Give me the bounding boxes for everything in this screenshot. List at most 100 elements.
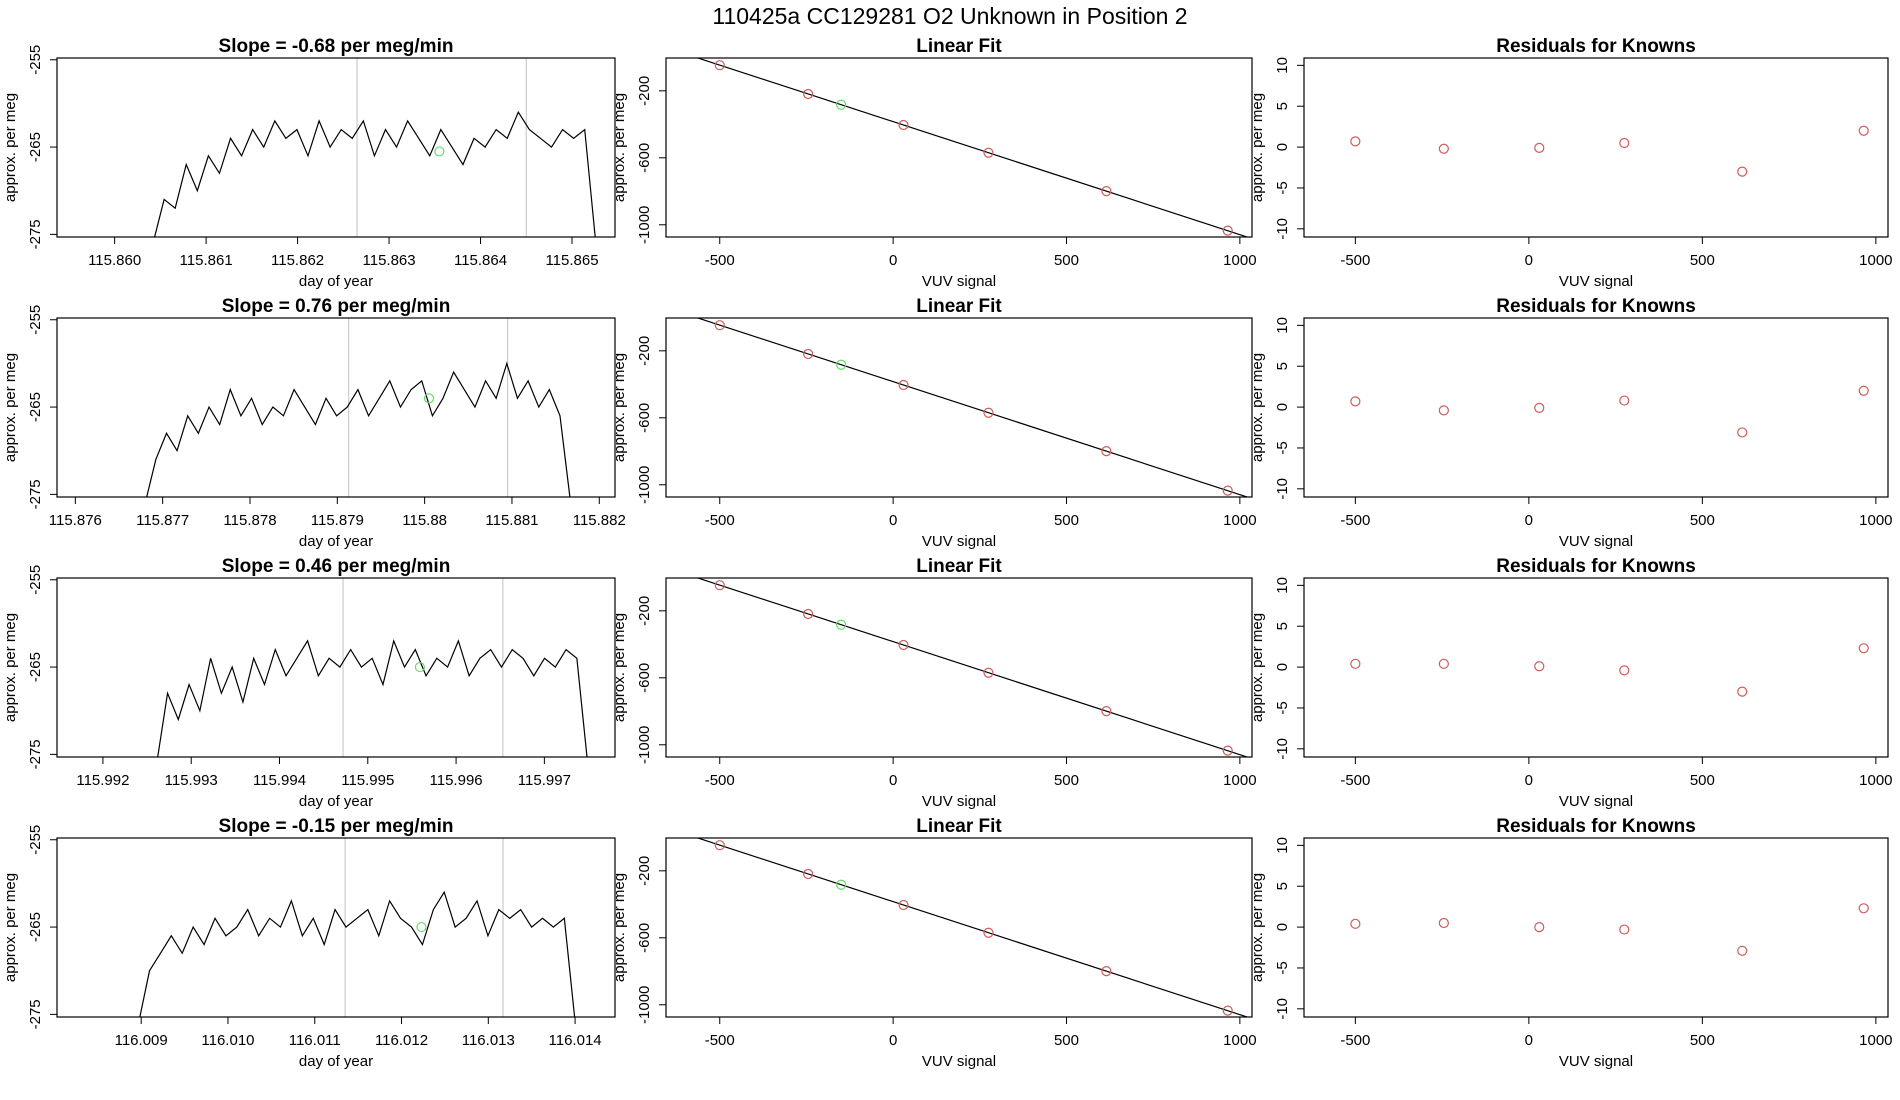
x-tick-label: -500 [1340,252,1370,269]
y-tick-label: -275 [27,739,44,769]
panel-title: Residuals for Knowns [1496,816,1696,837]
data-point [1858,643,1869,654]
y-tick-label: -5 [1274,181,1291,194]
y-axis-label: approx. per meg [1249,353,1266,462]
x-tick-label: 0 [889,512,897,529]
data-point [898,899,909,911]
data-point [1858,385,1869,396]
panel-title: Linear Fit [916,556,1002,577]
plot-frame [665,577,1253,758]
y-tick-label: -255 [27,825,44,855]
data-point [1737,166,1748,177]
y-tick-label: -255 [27,45,44,75]
x-tick-label: 115.879 [311,512,364,529]
panel: Linear Fit VUV signal approx. per meg -500 0… [611,36,1257,290]
plot-frame [56,317,616,498]
plot-frame [1303,837,1889,1018]
data-point [983,147,994,158]
data-point [1101,706,1112,717]
x-tick-label: 500 [1054,252,1079,269]
y-tick-label: -1000 [636,986,653,1024]
panel-title: Residuals for Knowns [1496,36,1696,57]
data-point [1438,917,1449,929]
x-tick-label: 115.864 [454,252,507,269]
x-tick-label: 0 [889,772,897,789]
data-point [1534,921,1545,933]
x-tick-label: 115.878 [223,512,276,529]
y-tick-label: -600 [636,143,653,173]
y-axis-label: approx. per meg [611,93,628,202]
fit-line [695,838,1249,1017]
x-tick-label: 0 [1525,1032,1533,1049]
plot-area [1350,643,1869,697]
y-tick-label: -255 [27,305,44,335]
x-tick-label: 115.861 [180,252,233,269]
y-tick-label: -1000 [636,466,653,504]
fit-line [695,318,1249,497]
x-tick-label: 116.009 [115,1032,168,1049]
plot-area [153,58,596,237]
x-tick-label: 116.013 [462,1032,515,1049]
highlight-point [423,393,435,404]
y-tick-label: -10 [1274,218,1291,240]
x-tick-label: 0 [1525,512,1533,529]
data-point [836,359,847,370]
x-tick-label: 115.862 [271,252,324,269]
x-tick-label: -500 [705,512,735,529]
data-line [146,361,571,497]
x-axis-label: VUV signal [922,793,996,810]
data-point [1350,658,1361,669]
data-point [1534,142,1545,154]
y-tick-label: -265 [27,132,44,162]
x-axis-label: VUV signal [922,1053,996,1070]
x-tick-label: 116.014 [549,1032,602,1049]
y-tick-label: -200 [636,336,653,366]
y-tick-label: 0 [1274,663,1291,671]
y-axis-label: approx. per meg [1249,873,1266,982]
data-point [1350,918,1361,929]
x-tick-label: 1000 [1859,1032,1892,1049]
data-point [714,840,725,851]
plot-area [695,58,1249,237]
data-point [1737,686,1748,697]
data-point [1858,125,1869,136]
x-axis-label: VUV signal [1559,793,1633,810]
panel: Residuals for Knowns VUV signal approx. pe… [1249,816,1893,1070]
y-tick-label: 10 [1274,837,1291,854]
data-point [898,119,909,131]
data-point [1619,395,1630,406]
x-tick-label: 1000 [1223,512,1256,529]
y-tick-label: 0 [1274,403,1291,411]
plot-area [1350,385,1869,438]
panel: Linear Fit VUV signal approx. per meg -500 0… [611,816,1257,1070]
x-tick-label: 500 [1054,512,1079,529]
x-tick-label: 116.011 [289,1032,341,1049]
plot-area [1350,125,1869,177]
plot-frame [56,837,616,1018]
x-tick-label: 115.993 [165,772,218,789]
y-tick-label: -275 [27,479,44,509]
x-tick-label: 115.865 [545,252,598,269]
x-tick-label: 500 [1054,1032,1079,1049]
y-axis-label: approx. per meg [2,93,19,202]
x-axis-label: day of year [299,273,373,290]
panel-title: Linear Fit [916,36,1002,57]
data-point [1350,396,1361,407]
plot-area [695,318,1249,497]
data-point [1101,186,1112,197]
x-tick-label: 500 [1690,252,1715,269]
y-tick-label: 10 [1274,317,1291,334]
plot-frame [56,57,616,238]
x-tick-label: 1000 [1859,512,1892,529]
x-tick-label: 115.997 [518,772,571,789]
y-axis-label: approx. per meg [1249,93,1266,202]
y-tick-label: 0 [1274,923,1291,931]
plot-area [139,838,576,1017]
y-tick-label: 10 [1274,577,1291,594]
y-tick-label: -265 [27,392,44,422]
fit-line [695,578,1249,757]
x-axis-label: day of year [299,533,373,550]
panel: Linear Fit VUV signal approx. per meg -500 0… [611,296,1257,550]
x-tick-label: 115.996 [430,772,483,789]
